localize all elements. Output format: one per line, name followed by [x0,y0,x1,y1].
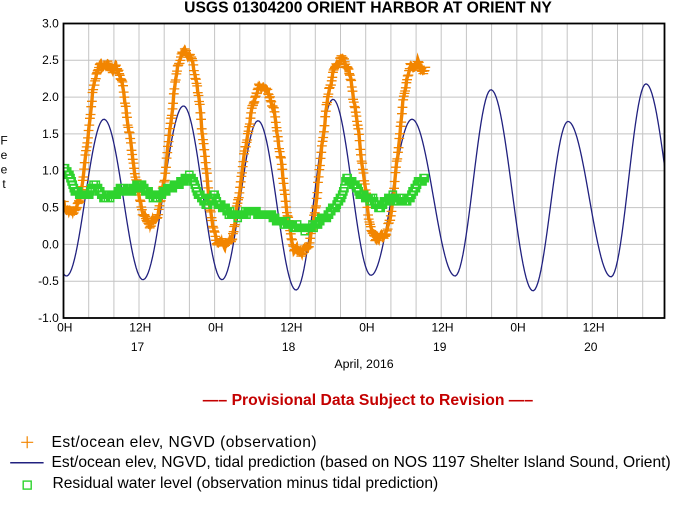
svg-text:April, 2016: April, 2016 [334,357,393,371]
svg-text:19: 19 [433,340,447,354]
svg-text:USGS 01304200 ORIENT HARBOR AT: USGS 01304200 ORIENT HARBOR AT ORIENT NY [184,0,552,17]
svg-text:0H: 0H [510,321,525,335]
svg-text:e: e [1,163,8,177]
svg-text:0H: 0H [57,321,72,335]
svg-text:-0.5: -0.5 [38,274,59,288]
svg-text:20: 20 [584,340,598,354]
svg-text:3.0: 3.0 [42,16,59,30]
svg-text:t: t [2,177,6,191]
svg-text:—– Provisional Data Subject to: —– Provisional Data Subject to Revision … [203,392,534,409]
svg-text:Est/ocean elev, NGVD (observat: Est/ocean elev, NGVD (observation) [52,434,318,451]
svg-text:12H: 12H [129,321,151,335]
svg-text:18: 18 [282,340,296,354]
svg-text:1.5: 1.5 [42,127,59,141]
svg-text:2.0: 2.0 [42,90,59,104]
svg-text:1.0: 1.0 [42,164,59,178]
svg-text:Residual water level (observat: Residual water level (observation minus … [53,475,439,492]
svg-text:F: F [0,134,7,148]
svg-text:-1.0: -1.0 [38,311,59,325]
svg-text:e: e [1,148,8,162]
svg-text:12H: 12H [280,321,302,335]
svg-text:0.5: 0.5 [42,201,59,215]
svg-text:17: 17 [131,340,145,354]
svg-text:12H: 12H [431,321,453,335]
svg-text:2.5: 2.5 [42,53,59,67]
svg-text:Est/ocean elev, NGVD, tidal pr: Est/ocean elev, NGVD, tidal prediction (… [52,454,671,471]
svg-text:0.0: 0.0 [42,237,59,251]
svg-text:0H: 0H [359,321,374,335]
svg-text:0H: 0H [208,321,223,335]
svg-text:12H: 12H [583,321,605,335]
